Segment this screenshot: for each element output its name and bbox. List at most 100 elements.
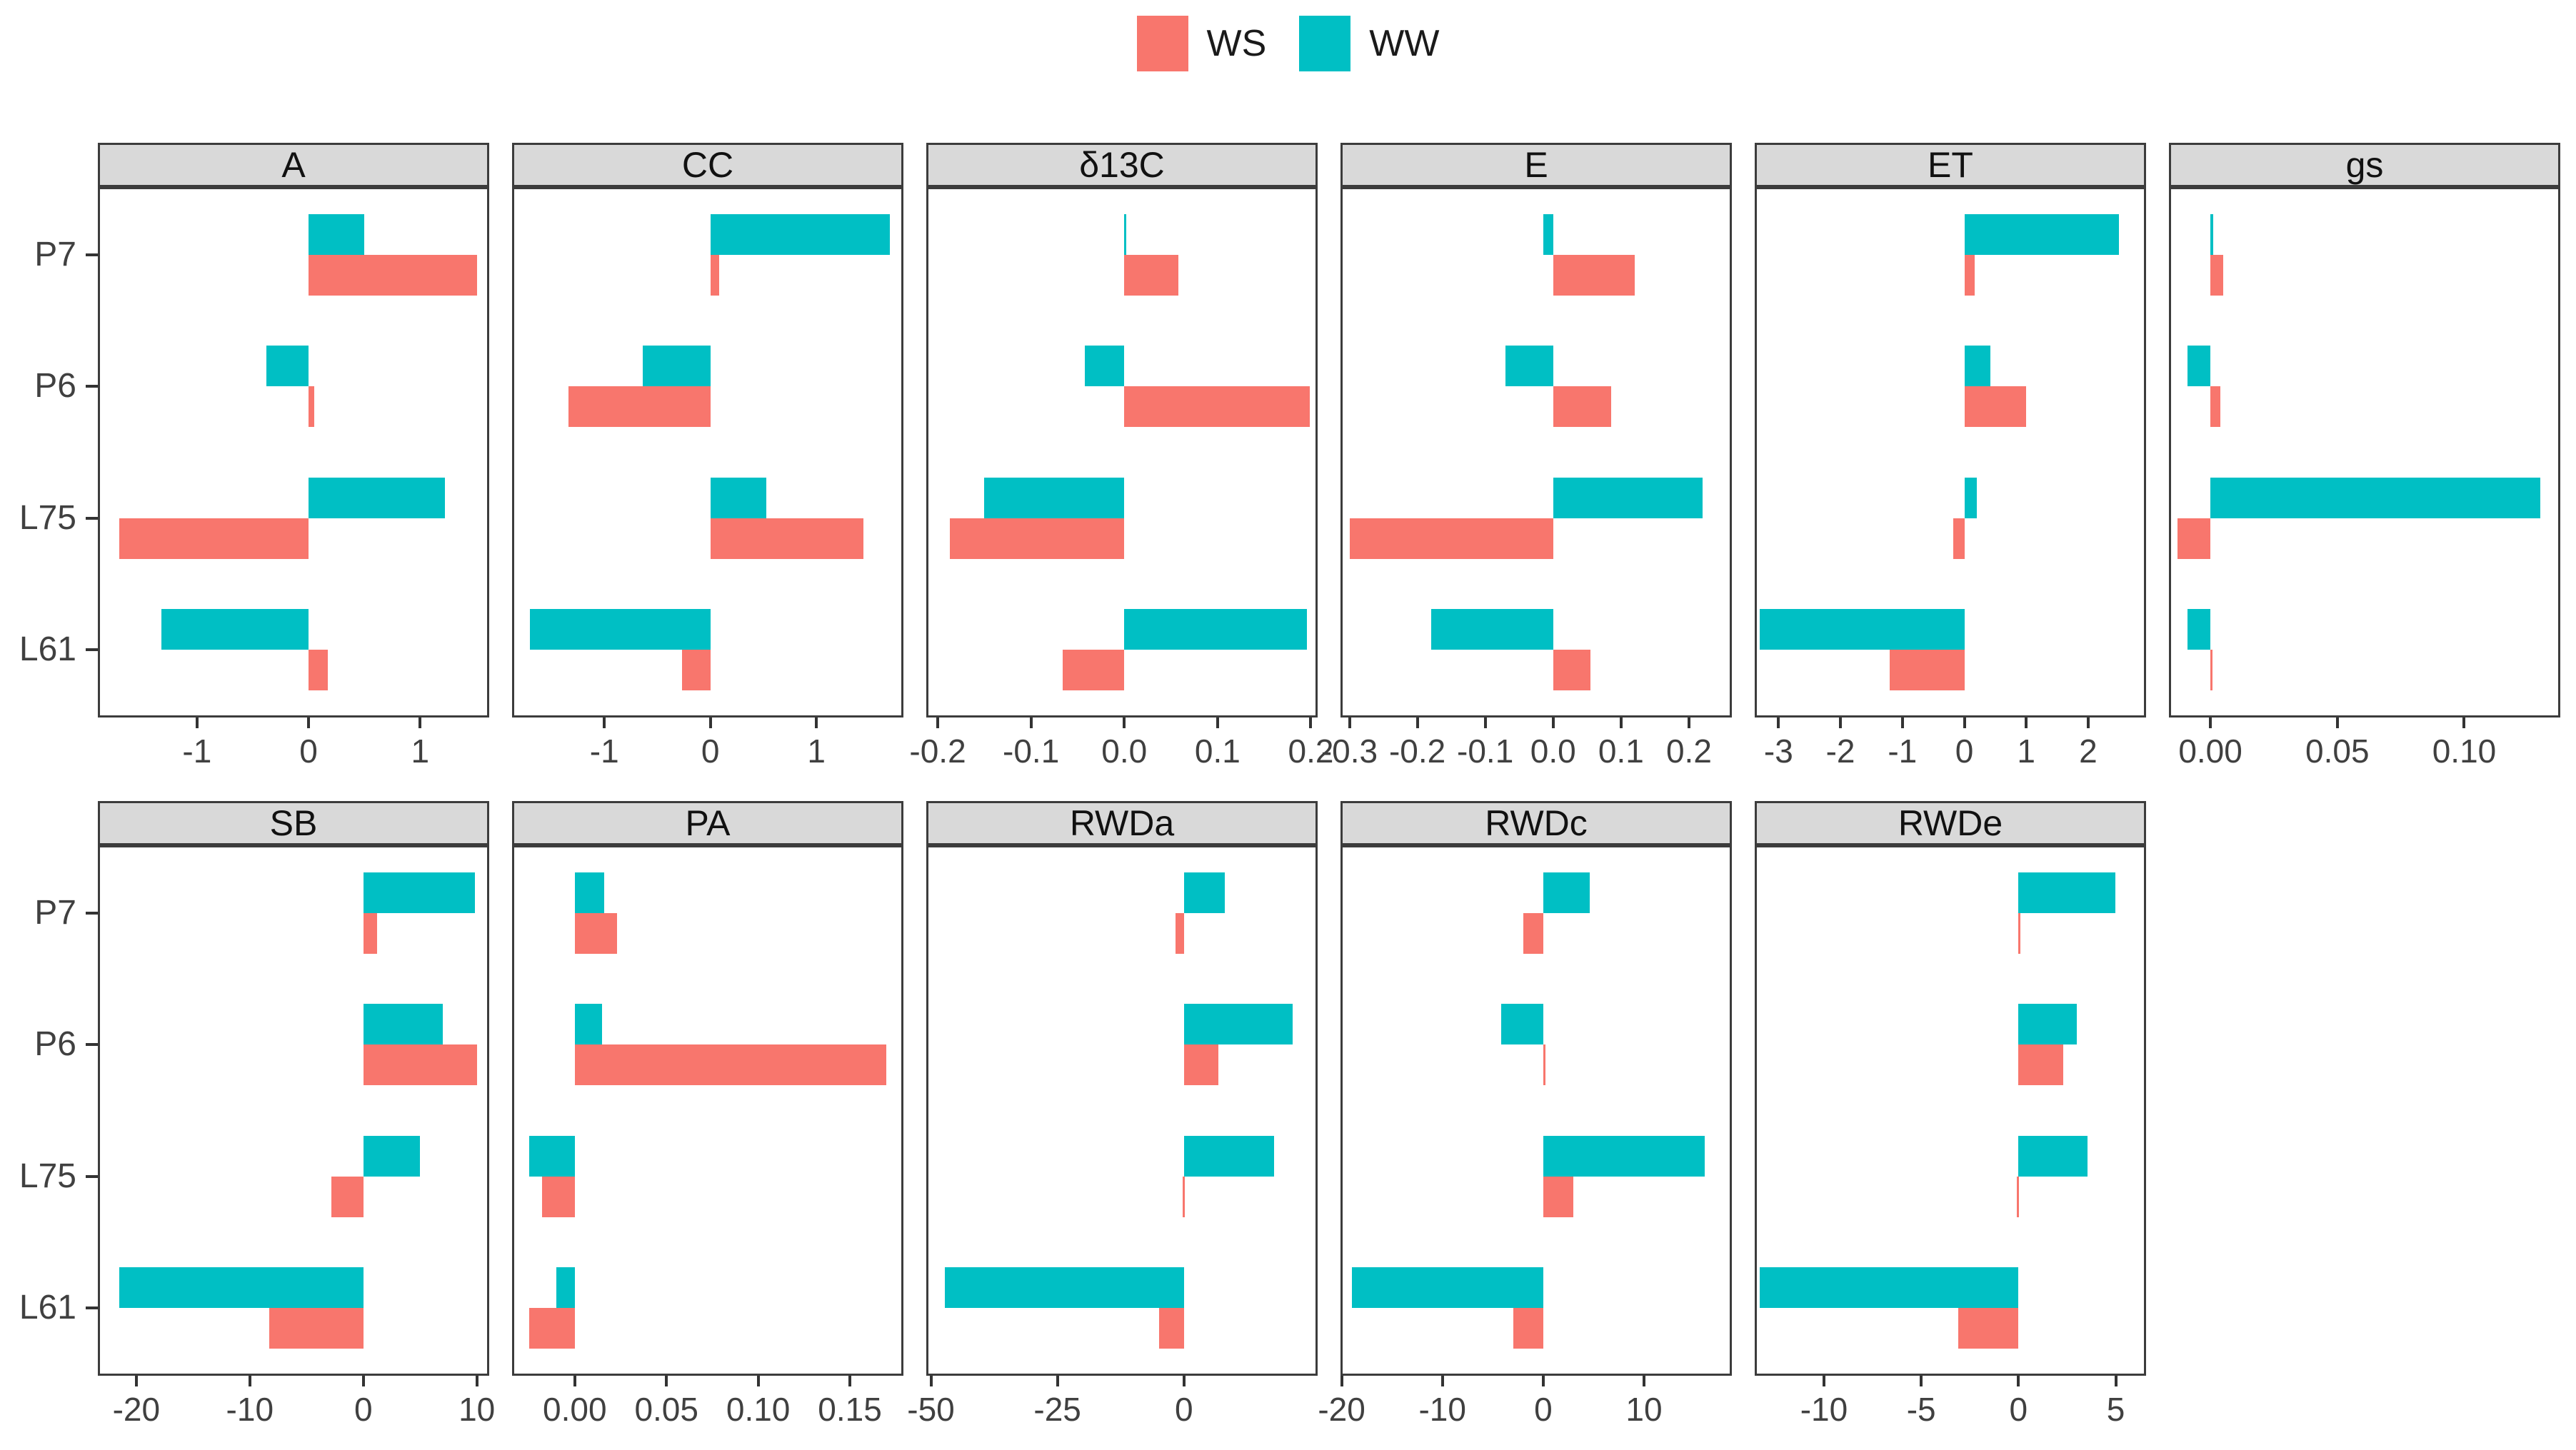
bar-ws-P7 — [2210, 255, 2223, 296]
bar-ws-P6 — [1553, 386, 1611, 428]
bar-ws-P6 — [1124, 386, 1310, 428]
legend-swatch-ws — [1136, 16, 1188, 71]
bar-ww-L75 — [309, 477, 445, 518]
x-axis-tick — [848, 1376, 852, 1386]
x-axis-tick — [307, 718, 311, 728]
bar-ww-L75 — [984, 477, 1125, 518]
x-axis-tick-label: -25 — [1033, 1391, 1081, 1428]
x-axis-tick-label: -2 — [1825, 732, 1855, 770]
x-axis-tick-label: -50 — [907, 1391, 955, 1428]
bar-ww-L61 — [1351, 1267, 1543, 1308]
bar-ww-L61 — [1760, 1267, 2019, 1308]
bar-ws-L75 — [331, 1176, 364, 1217]
bar-ww-L75 — [363, 1135, 421, 1177]
x-axis-tick-label: -1 — [1888, 732, 1918, 770]
x-axis-tick — [665, 1376, 668, 1386]
facet-panel-ET — [1755, 187, 2146, 718]
x-axis-tick — [2209, 718, 2212, 728]
facet-panel-SB — [98, 845, 489, 1376]
x-axis-tick-label: 0.05 — [634, 1391, 698, 1428]
x-axis-tick — [2025, 718, 2028, 728]
x-axis-tick — [1415, 718, 1419, 728]
x-axis-tick-label: 0.1 — [1194, 732, 1241, 770]
bar-ws-P7 — [574, 913, 617, 955]
x-axis-tick — [134, 1376, 138, 1386]
facet-panel-A — [98, 187, 489, 718]
bar-ww-P7 — [1543, 872, 1590, 914]
facet-strip-title: ET — [1928, 145, 1973, 185]
bar-ws-L75 — [1182, 1176, 1185, 1217]
bar-ww-P7 — [710, 214, 890, 256]
x-axis-tick — [1900, 718, 1904, 728]
x-axis-tick — [1822, 1376, 1825, 1386]
bar-ww-L75 — [1543, 1135, 1705, 1177]
legend: WS WW — [0, 16, 2576, 71]
bar-ws-L61 — [528, 1307, 575, 1349]
y-axis-tick — [86, 1174, 98, 1178]
facet-strip-title: CC — [681, 145, 734, 185]
x-axis-tick — [1182, 1376, 1186, 1386]
bar-ww-P7 — [1964, 214, 2120, 256]
x-axis-tick — [1440, 1376, 1444, 1386]
bar-ww-L75 — [1964, 477, 1977, 518]
x-axis-tick — [2086, 718, 2090, 728]
y-axis-tick — [86, 385, 98, 388]
legend-item-ww: WW — [1299, 16, 1439, 71]
y-axis-label-L61: L61 — [19, 1288, 76, 1326]
x-axis-tick-label: 0.00 — [543, 1391, 607, 1428]
bar-ww-L75 — [528, 1135, 575, 1177]
facet-strip-title: PA — [685, 803, 731, 843]
bar-ww-L61 — [1760, 608, 1965, 650]
x-axis-tick — [573, 1376, 576, 1386]
facet-strip-title: SB — [269, 803, 318, 843]
x-axis-tick — [2462, 718, 2466, 728]
bar-ws-L75 — [2177, 518, 2211, 559]
y-axis-label-P7: P7 — [34, 236, 76, 274]
x-axis-tick-label: 0 — [1534, 1391, 1553, 1428]
x-axis-tick-label: -5 — [1906, 1391, 1936, 1428]
x-axis-tick-label: 0.10 — [726, 1391, 791, 1428]
bar-ws-L75 — [2016, 1176, 2019, 1217]
y-axis-tick — [86, 912, 98, 915]
x-axis-tick-label: -0.1 — [1003, 732, 1060, 770]
bar-ww-P6 — [363, 1004, 443, 1045]
bar-ws-P6 — [2018, 1044, 2063, 1086]
bar-ww-P6 — [1085, 346, 1125, 387]
bar-ww-P7 — [2018, 872, 2116, 914]
bar-ww-L61 — [1430, 608, 1553, 650]
x-axis-tick — [708, 718, 712, 728]
y-axis-tick — [86, 1043, 98, 1047]
facet-strip-RWDa: RWDa — [926, 801, 1318, 845]
facet-panel-PA — [512, 845, 903, 1376]
bar-ws-P6 — [1543, 1044, 1545, 1086]
x-axis-tick-label: -1 — [182, 732, 212, 770]
x-axis-tick-label: 1 — [411, 732, 430, 770]
x-axis-tick-label: 0 — [1955, 732, 1974, 770]
x-axis-tick-label: -20 — [1318, 1391, 1365, 1428]
facet-panel-CC — [512, 187, 903, 718]
bar-ws-P6 — [1183, 1044, 1218, 1086]
bar-ww-L61 — [119, 1267, 364, 1308]
x-axis-tick — [2335, 718, 2339, 728]
y-axis-label-L75: L75 — [19, 498, 76, 537]
bar-ws-L61 — [269, 1307, 364, 1349]
y-axis-tick — [86, 253, 98, 257]
bar-ww-L75 — [2018, 1135, 2088, 1177]
x-axis-tick-label: 1 — [807, 732, 826, 770]
facet-panel-δ13C — [926, 187, 1318, 718]
x-axis-tick-label: 0 — [299, 732, 318, 770]
bar-ws-P7 — [710, 255, 719, 296]
x-axis-tick-label: 0 — [354, 1391, 373, 1428]
bar-ws-P7 — [2018, 913, 2021, 955]
x-axis-tick-label: 0.00 — [2178, 732, 2242, 770]
bar-ww-P6 — [1964, 346, 1990, 387]
bar-ws-L75 — [119, 518, 309, 559]
bar-ws-P7 — [363, 913, 377, 955]
facet-strip-title: RWDa — [1069, 803, 1175, 843]
x-axis-tick — [1839, 718, 1843, 728]
x-axis-tick — [2017, 1376, 2020, 1386]
bar-ww-P7 — [1543, 214, 1553, 256]
x-axis-tick-label: -10 — [226, 1391, 274, 1428]
facet-strip-A: A — [98, 143, 489, 187]
bar-ww-L61 — [945, 1267, 1184, 1308]
